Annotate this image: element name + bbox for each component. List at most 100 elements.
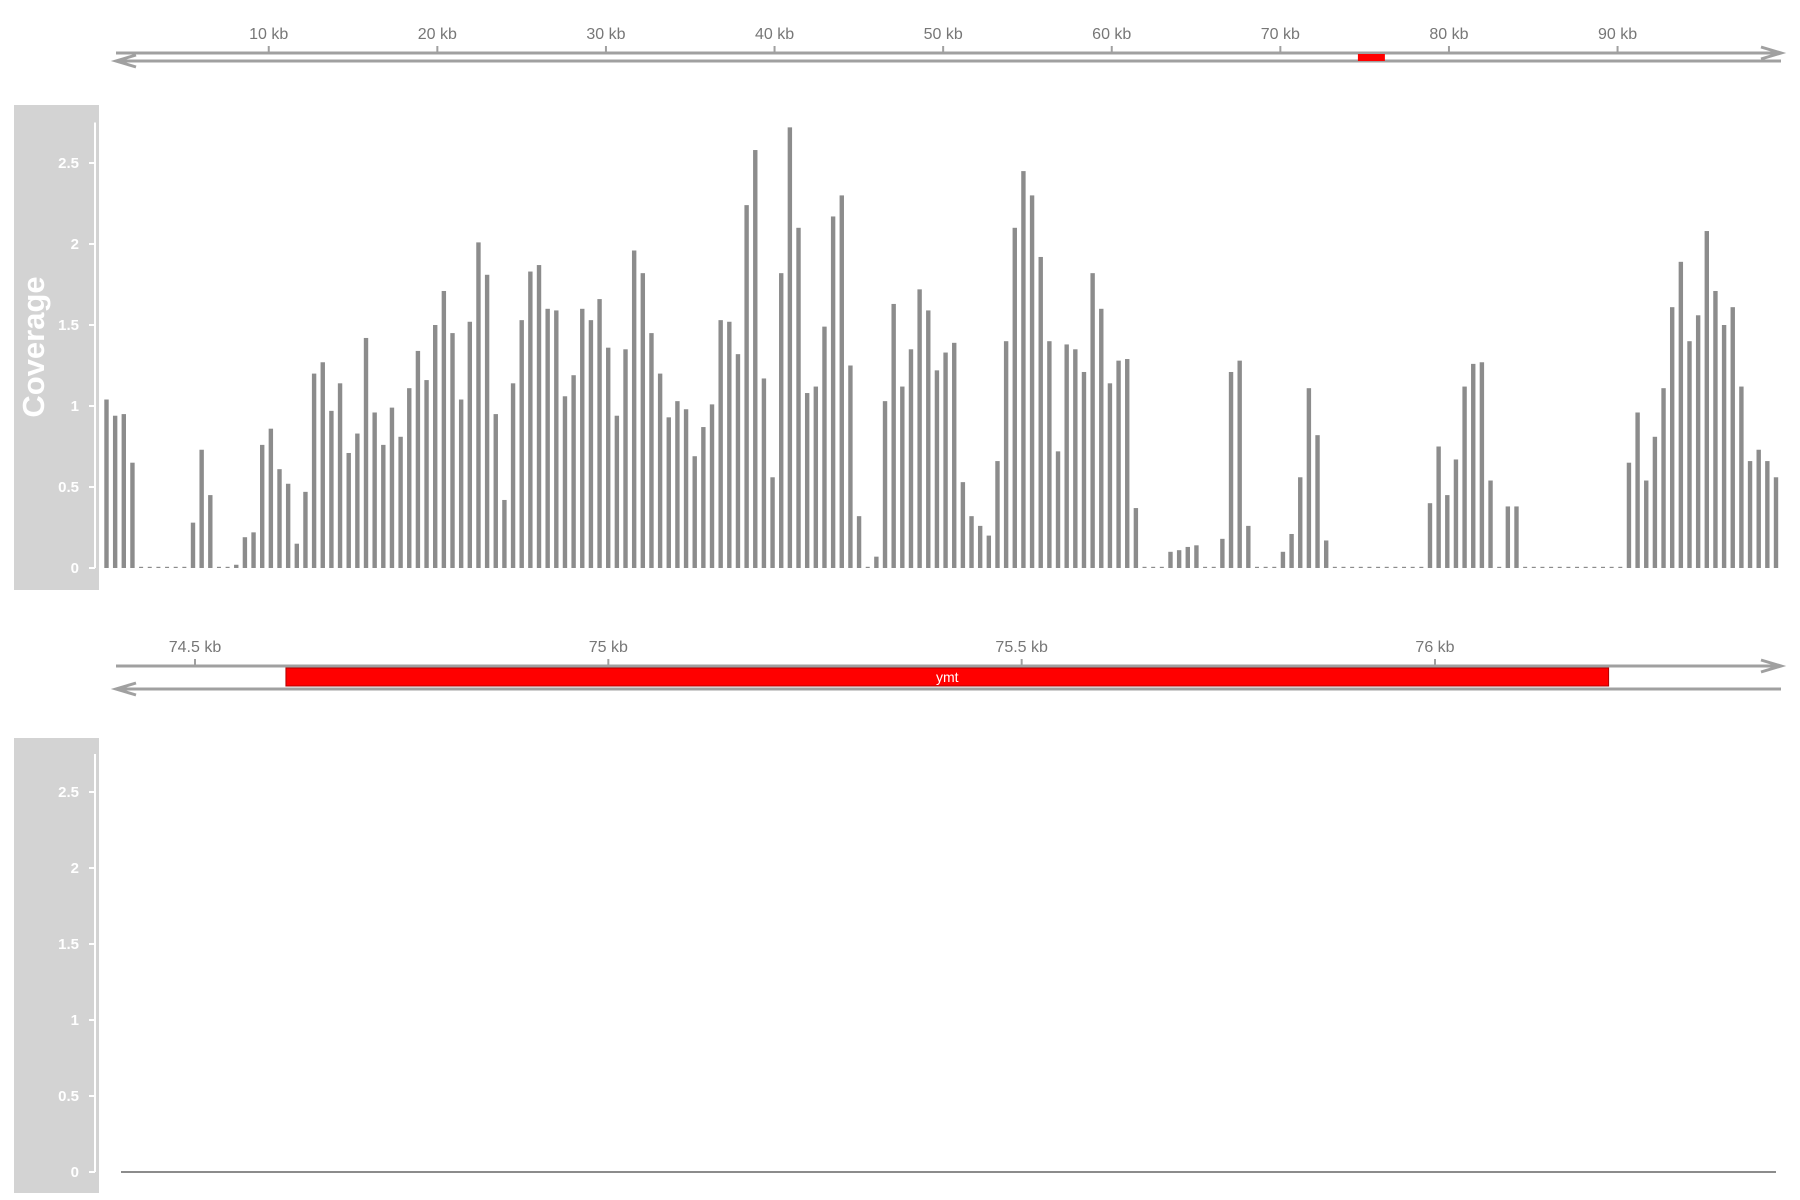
coverage-bar bbox=[277, 469, 282, 568]
coverage-bar bbox=[1427, 503, 1433, 568]
overview-tick-label: 40 kb bbox=[755, 26, 794, 43]
coverage-bar bbox=[1021, 171, 1026, 568]
zoomed-y-tick-label: 2.5 bbox=[58, 784, 79, 801]
coverage-bar bbox=[960, 482, 966, 568]
coverage-bar bbox=[1185, 546, 1190, 568]
overview-axis-reverse-arrow bbox=[110, 53, 137, 69]
coverage-bar bbox=[1315, 435, 1320, 568]
coverage-bar bbox=[1358, 566, 1363, 568]
coverage-bar bbox=[1323, 540, 1329, 568]
coverage-bar bbox=[139, 566, 144, 568]
coverage-bar bbox=[1462, 386, 1467, 568]
coverage-bar bbox=[571, 375, 576, 568]
coverage-bar bbox=[1713, 290, 1718, 568]
coverage-bar bbox=[1272, 566, 1277, 568]
coverage-bar bbox=[1618, 566, 1623, 568]
coverage-bar bbox=[623, 349, 628, 568]
coverage-bar bbox=[770, 477, 775, 568]
coverage-bar bbox=[1367, 566, 1372, 568]
overview-tick-label: 80 kb bbox=[1429, 26, 1468, 43]
coverage-bar bbox=[1678, 261, 1684, 568]
coverage-bar bbox=[848, 365, 853, 568]
coverage-bar bbox=[1566, 566, 1571, 568]
coverage-bar bbox=[1756, 449, 1761, 568]
coverage-bar bbox=[1246, 525, 1251, 568]
coverage-bar bbox=[104, 399, 109, 568]
coverage-bar bbox=[986, 535, 992, 568]
coverage-bar bbox=[1116, 360, 1121, 568]
coverage-bar bbox=[753, 150, 758, 569]
zoomed-y-tick-label: 1 bbox=[71, 1012, 79, 1029]
coverage-bar bbox=[1445, 495, 1450, 568]
coverage-bar bbox=[407, 388, 412, 568]
coverage-bar bbox=[1739, 386, 1744, 568]
coverage-bar bbox=[1142, 566, 1147, 568]
coverage-bar bbox=[372, 412, 377, 568]
coverage-bar bbox=[173, 566, 178, 568]
coverage-bar bbox=[1228, 371, 1234, 568]
coverage-bar bbox=[519, 320, 524, 568]
coverage-bar bbox=[735, 354, 741, 568]
coverage-y-axis-title: Coverage bbox=[16, 276, 51, 417]
gene-axis-tick-label: 75 kb bbox=[589, 639, 628, 656]
coverage-bar bbox=[147, 566, 152, 568]
gene-axis-tick-label: 76 kb bbox=[1415, 639, 1454, 656]
coverage-bar bbox=[1263, 566, 1268, 568]
coverage-bar bbox=[1583, 566, 1588, 568]
coverage-bar bbox=[225, 566, 230, 568]
coverage-y-tick-label: 2 bbox=[71, 236, 79, 253]
coverage-bar bbox=[1540, 566, 1545, 568]
coverage-y-tick-label: 0 bbox=[71, 560, 79, 577]
coverage-bar bbox=[536, 265, 542, 568]
coverage-bar bbox=[458, 399, 464, 568]
coverage-bar bbox=[1393, 566, 1398, 568]
coverage-bar bbox=[165, 566, 170, 568]
zoomed-track-label-panel bbox=[14, 738, 99, 1193]
coverage-bar bbox=[1523, 566, 1528, 568]
coverage-bar bbox=[260, 444, 265, 568]
coverage-bar bbox=[804, 393, 810, 568]
coverage-bar bbox=[1055, 451, 1061, 568]
coverage-bar bbox=[1081, 371, 1087, 568]
coverage-bar bbox=[1652, 436, 1658, 568]
coverage-bar bbox=[995, 461, 1000, 568]
coverage-bar bbox=[1133, 508, 1139, 568]
coverage-bar bbox=[1575, 566, 1580, 568]
coverage-bar bbox=[839, 195, 844, 568]
coverage-bar bbox=[1038, 256, 1043, 568]
coverage-bar bbox=[649, 333, 654, 568]
coverage-bar bbox=[666, 417, 671, 568]
coverage-track-label-panel bbox=[14, 105, 99, 590]
coverage-bar bbox=[1125, 359, 1130, 568]
coverage-bar bbox=[1687, 341, 1692, 568]
coverage-bar bbox=[528, 271, 533, 568]
coverage-bar bbox=[493, 414, 498, 568]
coverage-bar bbox=[1107, 383, 1113, 568]
coverage-bar bbox=[606, 347, 611, 568]
coverage-bar bbox=[657, 373, 663, 568]
coverage-bar bbox=[727, 321, 732, 568]
coverage-bar bbox=[484, 274, 490, 568]
coverage-bar bbox=[216, 566, 221, 568]
overview-tick-label: 60 kb bbox=[1092, 26, 1131, 43]
coverage-bar bbox=[865, 566, 870, 568]
coverage-bar bbox=[1099, 308, 1104, 568]
coverage-bar bbox=[1419, 566, 1424, 568]
coverage-bar bbox=[337, 383, 343, 568]
coverage-bar bbox=[631, 250, 637, 569]
coverage-bar bbox=[1531, 566, 1536, 568]
overview-tick-label: 50 kb bbox=[924, 26, 963, 43]
coverage-bar bbox=[1384, 566, 1389, 568]
coverage-bar bbox=[779, 273, 784, 568]
coverage-bar bbox=[381, 444, 386, 568]
coverage-bar bbox=[856, 516, 862, 568]
coverage-bar bbox=[926, 310, 931, 568]
coverage-bar bbox=[1497, 566, 1502, 568]
coverage-bar bbox=[952, 342, 957, 568]
coverage-bar bbox=[1635, 412, 1640, 568]
coverage-bar bbox=[502, 499, 507, 568]
coverage-bar bbox=[121, 414, 127, 568]
coverage-bar bbox=[1661, 388, 1666, 568]
coverage-bar bbox=[476, 242, 481, 568]
coverage-bar bbox=[761, 378, 767, 568]
